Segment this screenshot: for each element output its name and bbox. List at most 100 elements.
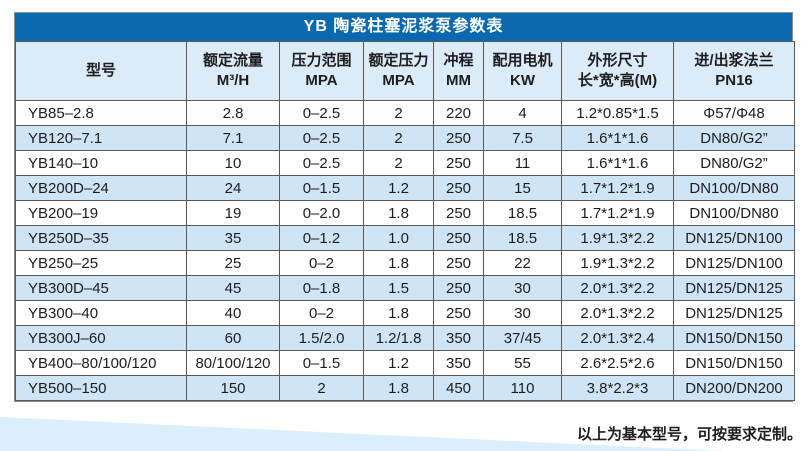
table-cell: 250 <box>433 225 484 251</box>
table-cell: 24 <box>186 175 280 201</box>
table-cell: 1.2 <box>363 175 434 201</box>
table-cell: 0–2 <box>279 300 364 326</box>
table-cell: 11 <box>483 150 562 176</box>
table-cell: 25 <box>186 250 280 276</box>
table-cell: DN100/DN80 <box>673 175 795 201</box>
table-cell: 0–2.5 <box>279 100 364 126</box>
table-cell: 18.5 <box>483 200 562 226</box>
table-cell: 60 <box>186 325 280 351</box>
table-row: YB200–19 19 0–2.0 1.8 250 18.5 1.7*1.2*1.9 DN10… <box>15 200 795 226</box>
table-cell: 0–1.5 <box>279 350 364 376</box>
table-cell: YB140–10 <box>15 150 187 176</box>
table-cell: 150 <box>186 375 280 401</box>
column-header: 压力范围 MPA <box>279 41 364 101</box>
table-cell: 1.5 <box>363 275 434 301</box>
table-row: YB250D–35 35 0–1.2 1.0 250 18.5 1.9*1.3*2.2 DN1… <box>15 225 795 251</box>
column-header: 进/出浆法兰 PN16 <box>673 41 795 101</box>
column-header: 额定压力 MPA <box>363 41 434 101</box>
table-cell: DN125/DN100 <box>673 250 795 276</box>
table-cell: 1.9*1.3*2.2 <box>561 250 674 276</box>
table-cell: 35 <box>186 225 280 251</box>
table-cell: 1.6*1*1.6 <box>561 125 674 151</box>
table-cell: 55 <box>483 350 562 376</box>
table-cell: 2.0*1.3*2.2 <box>561 300 674 326</box>
table-cell: 2 <box>363 125 434 151</box>
table-cell: 45 <box>186 275 280 301</box>
column-header: 冲程 MM <box>433 41 484 101</box>
table-cell: 37/45 <box>483 325 562 351</box>
table-cell: 250 <box>433 150 484 176</box>
table-cell: DN125/DN125 <box>673 300 795 326</box>
column-header: 外形尺寸 长*宽*高(M) <box>561 41 674 101</box>
table-cell: 40 <box>186 300 280 326</box>
spec-table: 型号 额定流量 M³/H 压力范围 MPA 额定压力 MPA 冲程 MM 配用电机 KW 外形尺寸 长*… <box>15 41 795 401</box>
table-cell: 4 <box>483 100 562 126</box>
table-cell: DN80/G2” <box>673 150 795 176</box>
table-cell: 350 <box>433 325 484 351</box>
table-cell: YB500–150 <box>15 375 187 401</box>
table-cell: 30 <box>483 300 562 326</box>
table-cell: YB300J–60 <box>15 325 187 351</box>
table-cell: 1.2*0.85*1.5 <box>561 100 674 126</box>
table-cell: 450 <box>433 375 484 401</box>
table-cell: DN125/DN100 <box>673 225 795 251</box>
table-cell: 2.8 <box>186 100 280 126</box>
table-cell: YB85–2.8 <box>15 100 187 126</box>
table-cell: DN125/DN125 <box>673 275 795 301</box>
table-cell: 80/100/120 <box>186 350 280 376</box>
table-cell: 0–2.5 <box>279 125 364 151</box>
table-row: YB500–150 150 2 1.8 450 110 3.8*2.2*3 DN200/DN2… <box>15 375 795 401</box>
table-cell: 10 <box>186 150 280 176</box>
table-cell: 1.2 <box>363 350 434 376</box>
table-cell: DN100/DN80 <box>673 200 795 226</box>
table-cell: 250 <box>433 275 484 301</box>
table-cell: 220 <box>433 100 484 126</box>
table-row: YB140–10 10 0–2.5 2 250 11 1.6*1*1.6 DN80/G2” <box>15 150 795 176</box>
table-row: YB120–7.1 7.1 0–2.5 2 250 7.5 1.6*1*1.6 DN80/G2… <box>15 125 795 151</box>
column-header: 配用电机 KW <box>483 41 562 101</box>
table-cell: 0–1.8 <box>279 275 364 301</box>
table-cell: YB200D–24 <box>15 175 187 201</box>
table-cell: 2 <box>363 150 434 176</box>
table-cell: 7.5 <box>483 125 562 151</box>
table-cell: DN150/DN150 <box>673 350 795 376</box>
table-cell: 1.8 <box>363 200 434 226</box>
table-cell: 1.7*1.2*1.9 <box>561 175 674 201</box>
table-cell: YB120–7.1 <box>15 125 187 151</box>
table-cell: 250 <box>433 200 484 226</box>
table-row: YB250–25 25 0–2 1.8 250 22 1.9*1.3*2.2 DN125/DN… <box>15 250 795 276</box>
table-cell: 250 <box>433 300 484 326</box>
table-row: YB85–2.8 2.8 0–2.5 2 220 4 1.2*0.85*1.5 Φ57/Φ48 <box>15 100 795 126</box>
table-cell: 0–2.0 <box>279 200 364 226</box>
table-cell: 110 <box>483 375 562 401</box>
table-cell: 250 <box>433 250 484 276</box>
table-cell: 22 <box>483 250 562 276</box>
table-cell: 7.1 <box>186 125 280 151</box>
table-cell: YB250D–35 <box>15 225 187 251</box>
footer-note: 以上为基本型号，可按要求定制。 <box>576 426 802 443</box>
table-cell: YB400–80/100/120 <box>15 350 187 376</box>
table-cell: Φ57/Φ48 <box>673 100 795 126</box>
column-header: 额定流量 M³/H <box>186 41 280 101</box>
table-cell: 2.0*1.3*2.2 <box>561 275 674 301</box>
table-cell: 250 <box>433 125 484 151</box>
column-header: 型号 <box>15 41 187 101</box>
table-cell: 0–2 <box>279 250 364 276</box>
table-cell: 1.8 <box>363 375 434 401</box>
table-cell: DN150/DN150 <box>673 325 795 351</box>
table-cell: 1.6*1*1.6 <box>561 150 674 176</box>
table-cell: 2.6*2.5*2.6 <box>561 350 674 376</box>
table-cell: 0–2.5 <box>279 150 364 176</box>
table-cell: YB200–19 <box>15 200 187 226</box>
spec-table-panel: YB 陶瓷柱塞泥浆泵参数表 型号 额定流量 M³/H 压力范围 MPA 额定压力 MPA 冲程… <box>14 12 795 402</box>
table-cell: 2.0*1.3*2.4 <box>561 325 674 351</box>
table-cell: YB300–40 <box>15 300 187 326</box>
table-cell: 1.7*1.2*1.9 <box>561 200 674 226</box>
table-cell: 250 <box>433 175 484 201</box>
table-cell: DN200/DN200 <box>673 375 795 401</box>
table-cell: 3.8*2.2*3 <box>561 375 674 401</box>
table-cell: DN80/G2” <box>673 125 795 151</box>
table-cell: YB250–25 <box>15 250 187 276</box>
table-cell: 350 <box>433 350 484 376</box>
